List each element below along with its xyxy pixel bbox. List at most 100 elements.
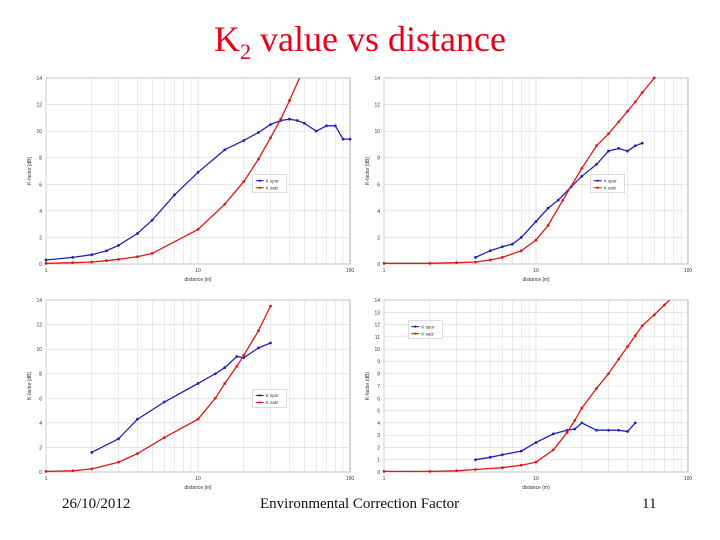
y-tick-label: 12 xyxy=(374,323,380,329)
chart-panel-1: 0 2 4 6 8 10 12 14 1 10 100 distance [m] K-factor [d… xyxy=(24,72,358,293)
legend-marker-1 xyxy=(258,179,261,182)
data-point-1 xyxy=(302,121,306,125)
x-axis-label: distance [m] xyxy=(523,277,551,283)
data-point-2 xyxy=(633,100,637,104)
data-point-2 xyxy=(652,313,656,317)
data-point-2 xyxy=(474,260,477,264)
data-point-1 xyxy=(196,170,200,174)
legend-label-2: K satz xyxy=(266,186,279,191)
chart-3: 0 2 4 6 8 10 12 14 1 10 100 distance [m] K-factor [d… xyxy=(27,298,355,491)
data-point-1 xyxy=(595,162,598,166)
data-point-1 xyxy=(556,198,560,202)
series-line-2 xyxy=(384,78,656,264)
y-tick-label: 0 xyxy=(377,470,380,476)
x-tick-label: 100 xyxy=(346,476,355,482)
data-point-2 xyxy=(44,469,48,473)
data-point-2 xyxy=(607,372,610,376)
legend-label-1: K spor xyxy=(604,179,618,184)
data-point-2 xyxy=(617,120,621,124)
footer-date: 26/10/2012 xyxy=(62,496,131,512)
data-point-1 xyxy=(105,249,108,253)
data-point-2 xyxy=(595,144,598,148)
y-tick-label: 4 xyxy=(39,421,42,427)
data-point-1 xyxy=(534,220,538,223)
data-point-2 xyxy=(242,180,246,184)
y-tick-label: 4 xyxy=(377,421,380,427)
data-point-2 xyxy=(633,334,637,338)
legend-label-2: K satz xyxy=(421,331,434,336)
data-point-1 xyxy=(257,346,260,350)
x-tick-label: 1 xyxy=(383,476,386,482)
data-point-1 xyxy=(607,428,610,432)
y-tick-label: 0 xyxy=(39,470,42,476)
data-point-1 xyxy=(633,144,637,148)
data-point-2 xyxy=(269,136,272,140)
data-point-2 xyxy=(257,157,260,161)
y-tick-label: 12 xyxy=(36,103,42,109)
y-axis-label: K-factor (dB) xyxy=(365,371,371,400)
data-point-1 xyxy=(257,131,260,134)
data-point-1 xyxy=(117,244,120,247)
data-point-1 xyxy=(71,255,75,259)
data-point-2 xyxy=(519,463,523,467)
y-tick-label: 6 xyxy=(39,396,42,402)
data-point-1 xyxy=(511,242,514,246)
y-tick-label: 6 xyxy=(377,396,380,402)
y-tick-label: 8 xyxy=(377,372,380,378)
y-tick-label: 2 xyxy=(377,235,380,241)
legend-marker-2 xyxy=(596,186,599,189)
legend-label-1: K spor xyxy=(421,324,435,329)
data-point-1 xyxy=(640,141,644,145)
data-point-1 xyxy=(295,119,299,122)
x-tick-label: 10 xyxy=(533,268,539,274)
legend-marker-1 xyxy=(414,325,417,328)
chart-panel-3: 0 2 4 6 8 10 12 14 1 10 100 distance [m] K-factor [d… xyxy=(24,294,358,501)
y-tick-label: 10 xyxy=(36,129,42,135)
data-point-2 xyxy=(626,345,629,349)
data-point-2 xyxy=(455,261,458,265)
chart-panel-4: 0 1 2 3 4 5 6 7 8 9 10 11 12 13 14 1 10 100 distance (m) K-… xyxy=(362,294,696,501)
data-point-2 xyxy=(117,460,120,464)
legend-label-2: K satz xyxy=(266,400,279,405)
data-point-2 xyxy=(136,452,139,455)
y-tick-label: 6 xyxy=(39,182,42,188)
y-tick-label: 14 xyxy=(36,298,42,304)
data-point-2 xyxy=(90,260,94,264)
y-tick-label: 14 xyxy=(374,298,380,304)
data-point-2 xyxy=(607,132,610,136)
data-point-2 xyxy=(150,251,154,255)
y-tick-label: 2 xyxy=(39,235,42,241)
y-tick-label: 10 xyxy=(36,347,42,353)
series-line-2 xyxy=(46,78,301,264)
x-tick-label: 1 xyxy=(45,476,48,482)
data-point-1 xyxy=(269,341,272,345)
data-point-2 xyxy=(428,261,432,265)
chart-panel-2: 0 2 4 6 8 10 12 14 1 10 100 distance [m] K-factor [d… xyxy=(362,72,696,293)
series-line-2 xyxy=(384,300,671,472)
data-point-1 xyxy=(213,372,217,376)
data-point-2 xyxy=(565,431,569,435)
data-point-1 xyxy=(325,124,328,128)
data-point-1 xyxy=(341,137,345,141)
x-tick-label: 1 xyxy=(383,268,386,274)
data-point-1 xyxy=(314,129,318,133)
data-point-1 xyxy=(223,366,227,369)
data-point-1 xyxy=(500,453,504,457)
y-tick-label: 0 xyxy=(39,262,42,268)
data-point-1 xyxy=(173,193,176,197)
data-point-1 xyxy=(488,249,492,253)
data-point-1 xyxy=(474,458,477,462)
data-point-2 xyxy=(213,396,217,400)
y-tick-label: 0 xyxy=(377,262,380,268)
data-point-2 xyxy=(242,353,246,357)
data-point-2 xyxy=(474,468,477,471)
legend-marker-2 xyxy=(258,401,261,404)
y-axis-label: K-factor [dB] xyxy=(27,156,33,184)
data-point-2 xyxy=(90,467,94,471)
data-point-1 xyxy=(519,449,523,453)
data-point-2 xyxy=(235,364,239,368)
data-point-1 xyxy=(617,428,621,432)
footer-title: Environmental Correction Factor xyxy=(260,496,460,512)
x-tick-label: 100 xyxy=(684,476,693,482)
